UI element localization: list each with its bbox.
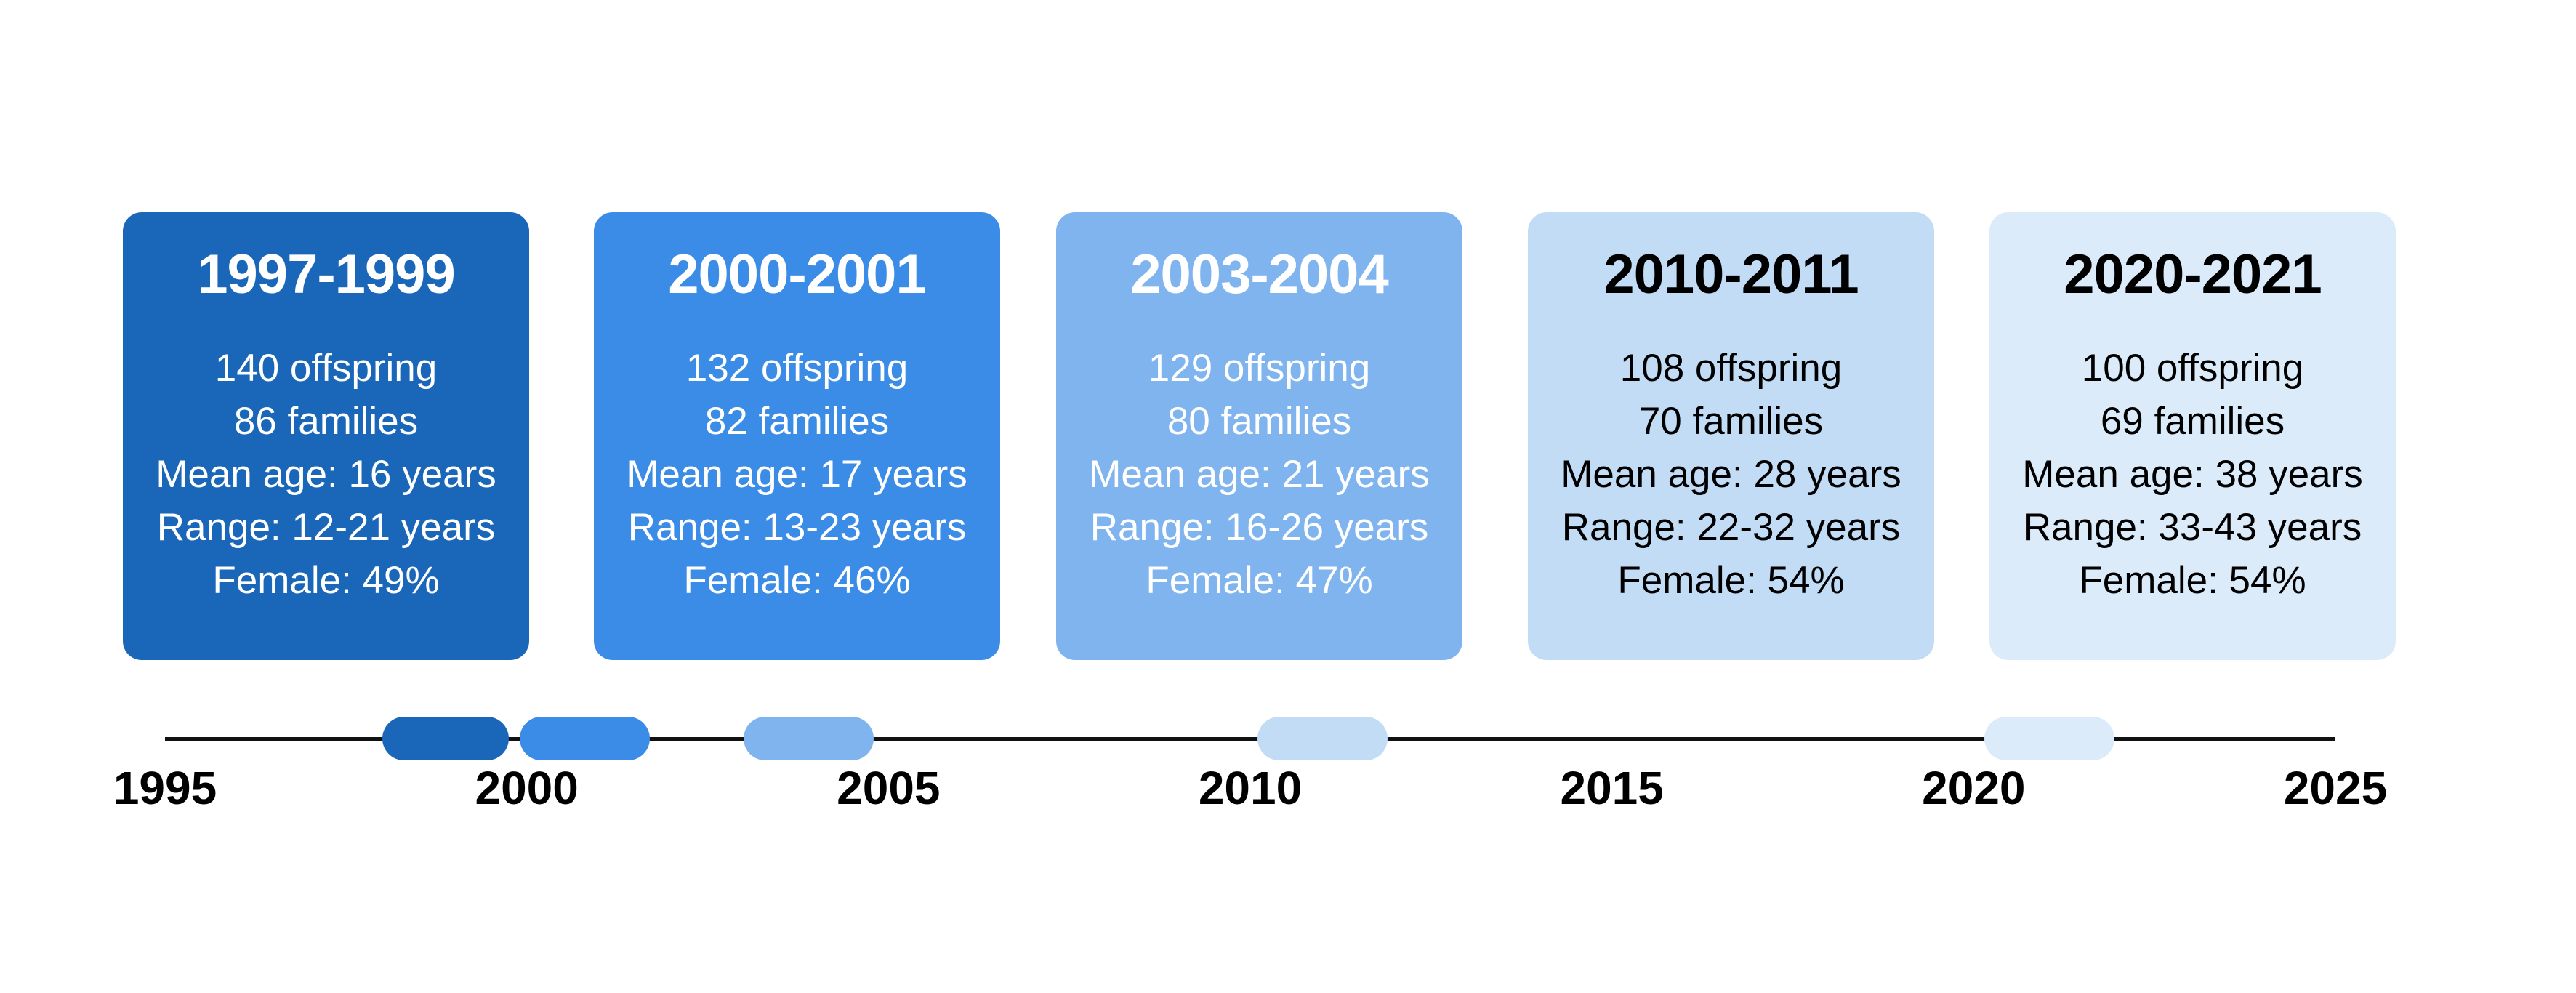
period-card-2020-2021: 2020-2021 100 offspring 69 families Mean… <box>1989 212 2396 660</box>
period-bar-2000-2001 <box>519 717 650 760</box>
period-card-2000-2001: 2000-2001 132 offspring 82 families Mean… <box>594 212 1000 660</box>
tick-label-1995: 1995 <box>113 762 217 814</box>
mean-age: Mean age: 38 years <box>2022 453 2363 496</box>
period-bar-2010-2011 <box>1257 717 1388 760</box>
mean-age: Mean age: 17 years <box>627 453 967 496</box>
mean-age: Mean age: 16 years <box>156 453 496 496</box>
age-range: Range: 22-32 years <box>1561 506 1901 549</box>
age-range: Range: 16-26 years <box>1090 506 1429 549</box>
family-count: 86 families <box>233 400 419 443</box>
female-percent: Female: 46% <box>683 559 911 602</box>
period-card-title: 2020-2021 <box>2064 244 2322 305</box>
mean-age: Mean age: 28 years <box>1561 453 1901 496</box>
female-percent: Female: 47% <box>1146 559 1373 602</box>
family-count: 69 families <box>2100 400 2285 443</box>
age-range: Range: 12-21 years <box>156 506 496 549</box>
period-card-1997-1999: 1997-1999 140 offspring 86 families Mean… <box>123 212 529 660</box>
period-bar-2003-2004 <box>744 717 874 760</box>
family-count: 82 families <box>704 400 890 443</box>
offspring-count: 129 offspring <box>1148 347 1371 390</box>
family-count: 80 families <box>1167 400 1352 443</box>
female-percent: Female: 54% <box>1617 559 1845 602</box>
period-card-title: 2000-2001 <box>668 244 926 305</box>
age-range: Range: 13-23 years <box>627 506 967 549</box>
period-card-title: 2003-2004 <box>1130 244 1388 305</box>
family-count: 70 families <box>1638 400 1824 443</box>
tick-label-2005: 2005 <box>837 762 941 814</box>
offspring-count: 132 offspring <box>685 347 909 390</box>
tick-label-2020: 2020 <box>1922 762 2026 814</box>
female-percent: Female: 54% <box>2079 559 2306 602</box>
timeline-axis <box>165 737 2335 741</box>
age-range: Range: 33-43 years <box>2023 506 2362 549</box>
period-card-2010-2011: 2010-2011 108 offspring 70 families Mean… <box>1528 212 1934 660</box>
tick-label-2000: 2000 <box>475 762 579 814</box>
period-card-2003-2004: 2003-2004 129 offspring 80 families Mean… <box>1056 212 1462 660</box>
offspring-count: 140 offspring <box>214 347 438 390</box>
period-bar-2020-2021 <box>1984 717 2115 760</box>
period-card-title: 1997-1999 <box>197 244 455 305</box>
tick-label-2010: 2010 <box>1198 762 1303 814</box>
tick-label-2025: 2025 <box>2283 762 2388 814</box>
offspring-count: 100 offspring <box>2081 347 2304 390</box>
offspring-count: 108 offspring <box>1619 347 1843 390</box>
tick-label-2015: 2015 <box>1560 762 1664 814</box>
mean-age: Mean age: 21 years <box>1089 453 1430 496</box>
period-card-title: 2010-2011 <box>1603 244 1859 305</box>
female-percent: Female: 49% <box>212 559 440 602</box>
period-bar-1997-1999 <box>382 717 509 760</box>
